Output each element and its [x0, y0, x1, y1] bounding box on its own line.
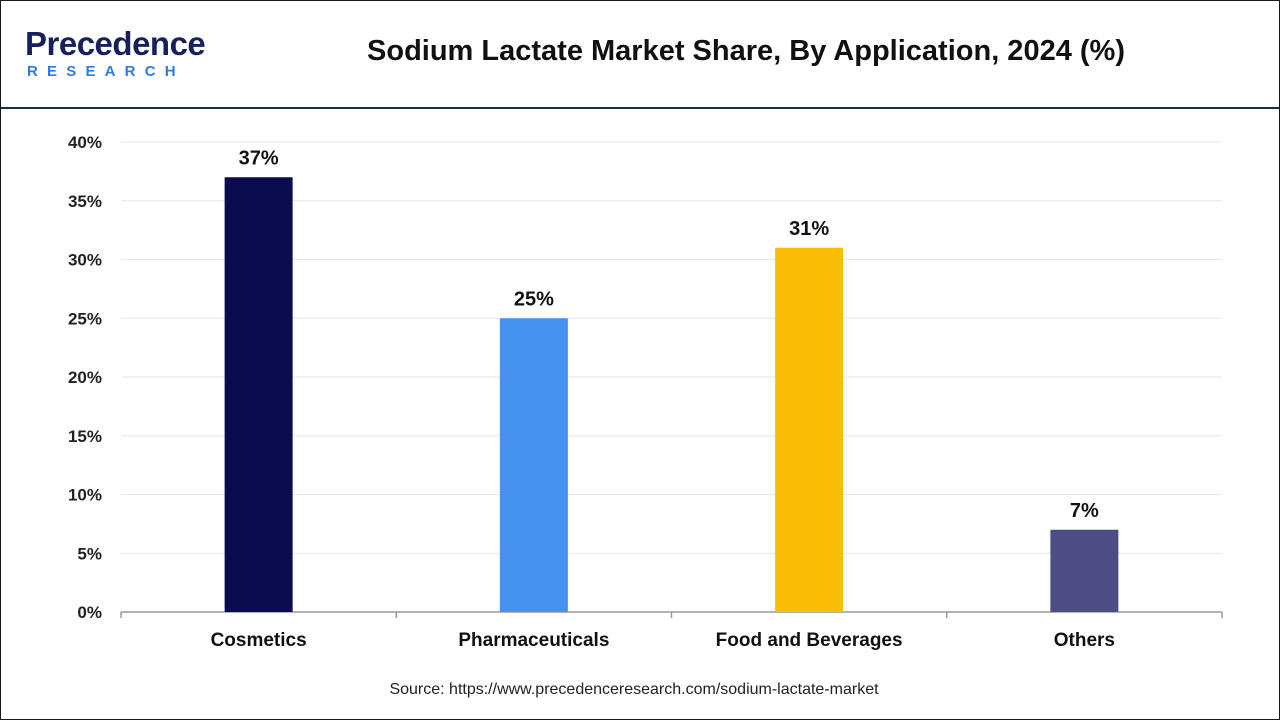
logo-main-text: Precedence	[25, 25, 206, 62]
source-note: Source: https://www.precedenceresearch.c…	[389, 681, 879, 698]
bar-value-label: 25%	[514, 288, 554, 310]
y-tick-label: 35%	[68, 192, 102, 211]
x-category-label: Cosmetics	[211, 630, 307, 651]
logo-sub-text: RESEARCH	[27, 63, 185, 80]
y-tick-label: 30%	[68, 251, 102, 270]
bar	[499, 318, 568, 612]
bar-value-label: 31%	[789, 218, 829, 240]
bar	[224, 177, 293, 612]
y-tick-label: 5%	[77, 544, 102, 563]
bar	[775, 247, 844, 612]
chart-title: Sodium Lactate Market Share, By Applicat…	[367, 35, 1125, 67]
x-category-label: Food and Beverages	[716, 630, 903, 651]
y-tick-label: 25%	[68, 309, 102, 328]
y-tick-label: 40%	[68, 133, 102, 152]
bar-value-label: 37%	[239, 147, 279, 169]
y-tick-label: 0%	[77, 603, 102, 622]
y-tick-label: 15%	[68, 427, 102, 446]
bar	[1050, 529, 1119, 612]
precedence-research-logo: Precedence RESEARCH	[21, 25, 221, 85]
y-tick-label: 10%	[68, 486, 102, 505]
x-category-label: Pharmaceuticals	[458, 630, 609, 651]
x-category-label: Others	[1054, 630, 1115, 651]
header: Precedence RESEARCH Sodium Lactate Marke…	[1, 1, 1279, 109]
y-tick-label: 20%	[68, 368, 102, 387]
bar-value-label: 7%	[1070, 500, 1099, 522]
